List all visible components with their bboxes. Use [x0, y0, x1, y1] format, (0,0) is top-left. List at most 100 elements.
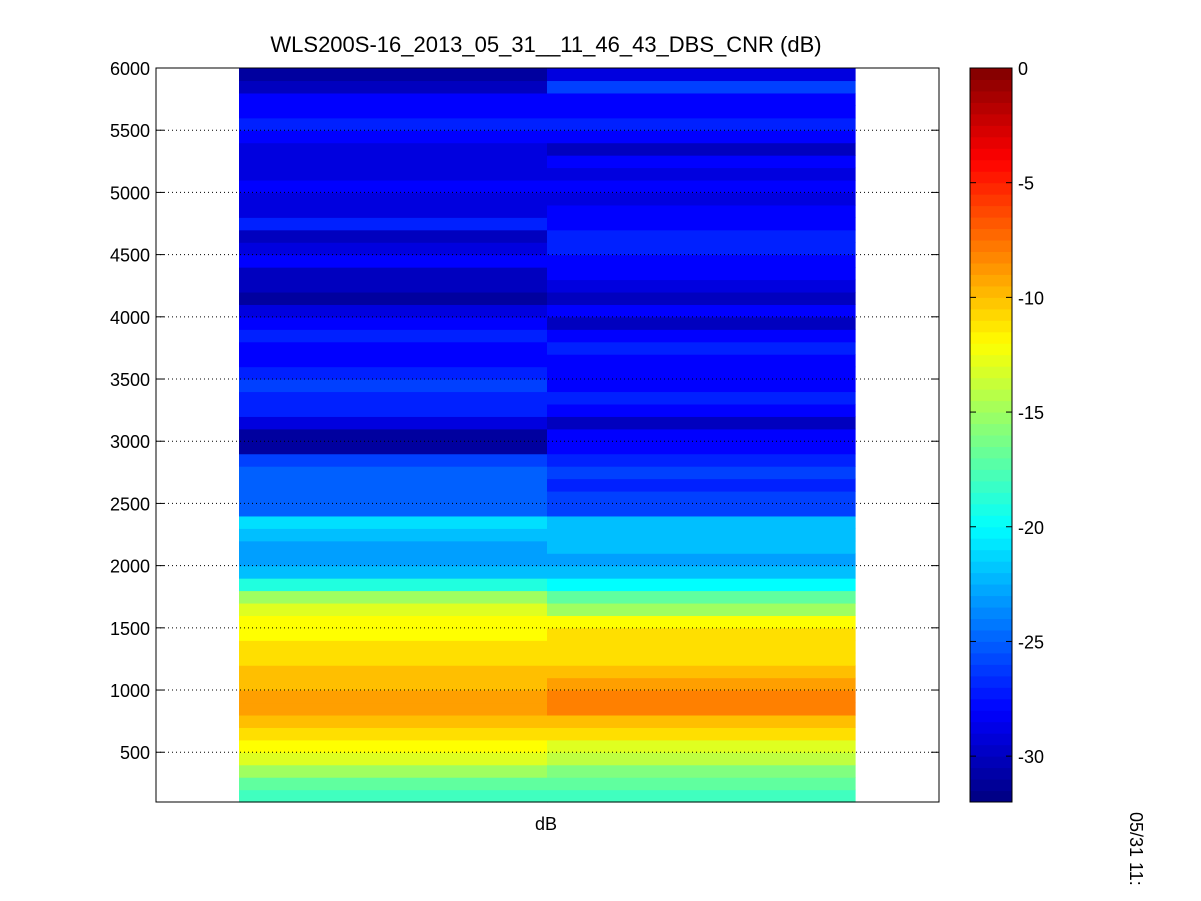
heatmap-cell — [547, 690, 856, 704]
heatmap-cell — [239, 515, 548, 529]
chart-title: WLS200S-16_2013_05_31__11_46_43_DBS_CNR … — [270, 32, 821, 57]
heatmap-cell — [239, 304, 548, 318]
colorbar-tick-label: -10 — [1018, 288, 1044, 308]
heatmap-cell — [547, 627, 856, 641]
colorbar-swatch — [970, 320, 1012, 333]
heatmap-cell — [547, 453, 856, 467]
heatmap-cell — [239, 92, 548, 106]
heatmap-cell — [239, 68, 548, 82]
heatmap-cell — [239, 167, 548, 181]
heatmap-cell — [239, 217, 548, 231]
colorbar-swatch — [970, 79, 1012, 92]
heatmap-cell — [547, 515, 856, 529]
heatmap-cell — [239, 254, 548, 268]
colorbar-swatch — [970, 159, 1012, 172]
heatmap-cell — [547, 329, 856, 343]
colorbar-swatch — [970, 733, 1012, 746]
heatmap-cell — [547, 105, 856, 119]
heatmap-cell — [547, 117, 856, 131]
heatmap-cell — [547, 739, 856, 753]
colorbar-swatch — [970, 446, 1012, 459]
heatmap-cell — [239, 490, 548, 505]
colorbar-swatch — [970, 664, 1012, 677]
heatmap-cell — [239, 192, 548, 206]
colorbar-swatch — [970, 297, 1012, 310]
heatmap-cell — [547, 204, 856, 218]
colorbar-swatch — [970, 343, 1012, 356]
heatmap-cell — [239, 229, 548, 243]
y-tick-label: 1000 — [110, 681, 150, 701]
colorbar-swatch — [970, 90, 1012, 103]
y-tick-label: 2000 — [110, 557, 150, 577]
colorbar-swatch — [970, 607, 1012, 619]
colorbar-tick-label: 0 — [1018, 59, 1028, 79]
heatmap-cell — [239, 130, 548, 144]
y-tick-label: 4000 — [110, 308, 150, 328]
colorbar-swatch — [970, 102, 1012, 115]
y-tick-label: 4500 — [110, 246, 150, 266]
colorbar-tick-label: -5 — [1018, 174, 1034, 194]
heatmap-cell — [547, 403, 856, 417]
colorbar-swatch — [970, 767, 1012, 780]
heatmap-cell — [239, 279, 548, 293]
y-axis: 500 1000 1500 2000 2500 3000 3500 4000 4500 5000 5… — [110, 59, 939, 763]
heatmap-cell — [547, 416, 856, 430]
heatmap-cell — [239, 105, 548, 119]
y-tick-label: 6000 — [110, 59, 150, 79]
colorbar-swatch — [970, 400, 1012, 413]
heatmap-cell — [239, 466, 548, 480]
heatmap-cell — [547, 229, 856, 243]
colorbar-swatch — [970, 595, 1012, 608]
heatmap-cell — [239, 478, 548, 492]
colorbar-swatch — [970, 377, 1012, 390]
heatmap-cell — [547, 727, 856, 741]
colorbar-swatch — [970, 492, 1012, 505]
heatmap-cell — [239, 739, 548, 753]
heatmap-cell — [547, 68, 856, 82]
heatmap — [239, 68, 856, 803]
heatmap-cell — [239, 291, 548, 305]
colorbar-axis: 0 -5 -10 -15 -20 -25 -30 — [970, 59, 1044, 767]
heatmap-cell — [547, 602, 856, 616]
heatmap-cell — [239, 242, 548, 256]
heatmap-cell — [239, 789, 548, 803]
heatmap-cell — [239, 540, 548, 554]
colorbar-swatch — [970, 526, 1012, 539]
colorbar-swatch — [970, 698, 1012, 711]
heatmap-cell — [239, 590, 548, 604]
colorbar-swatch — [970, 171, 1012, 184]
colorbar-swatch — [970, 480, 1012, 493]
heatmap-cell — [547, 304, 856, 318]
colorbar-swatch — [970, 779, 1012, 792]
heatmap-cell — [547, 578, 856, 592]
heatmap-cell — [239, 354, 548, 368]
colorbar-swatch — [970, 629, 1012, 642]
heatmap-cell — [239, 714, 548, 728]
heatmap-cell — [239, 179, 548, 194]
heatmap-cell — [547, 528, 856, 542]
heatmap-cell — [547, 441, 856, 455]
heatmap-cell — [547, 565, 856, 579]
timestamp-label: 05/31 11: — [1126, 812, 1146, 886]
heatmap-cell — [547, 540, 856, 554]
heatmap-cell — [239, 640, 548, 654]
colorbar-swatch — [970, 205, 1012, 218]
colorbar-swatch — [970, 285, 1012, 298]
heatmap-cell — [239, 528, 548, 542]
colorbar-swatch — [970, 331, 1012, 344]
colorbar-swatch — [970, 469, 1012, 482]
heatmap-cell — [547, 130, 856, 144]
heatmap-cell — [547, 217, 856, 231]
heatmap-cell — [239, 80, 548, 94]
colorbar-swatch — [970, 308, 1012, 321]
colorbar-swatch — [970, 721, 1012, 734]
colorbar-swatch — [970, 572, 1012, 585]
heatmap-cell — [239, 752, 548, 766]
heatmap-cell — [547, 702, 856, 716]
heatmap-cell — [239, 142, 548, 156]
heatmap-cell — [547, 428, 856, 442]
y-tick-label: 500 — [120, 743, 150, 763]
colorbar-swatch — [970, 790, 1012, 803]
y-tick-label: 5000 — [110, 183, 150, 203]
